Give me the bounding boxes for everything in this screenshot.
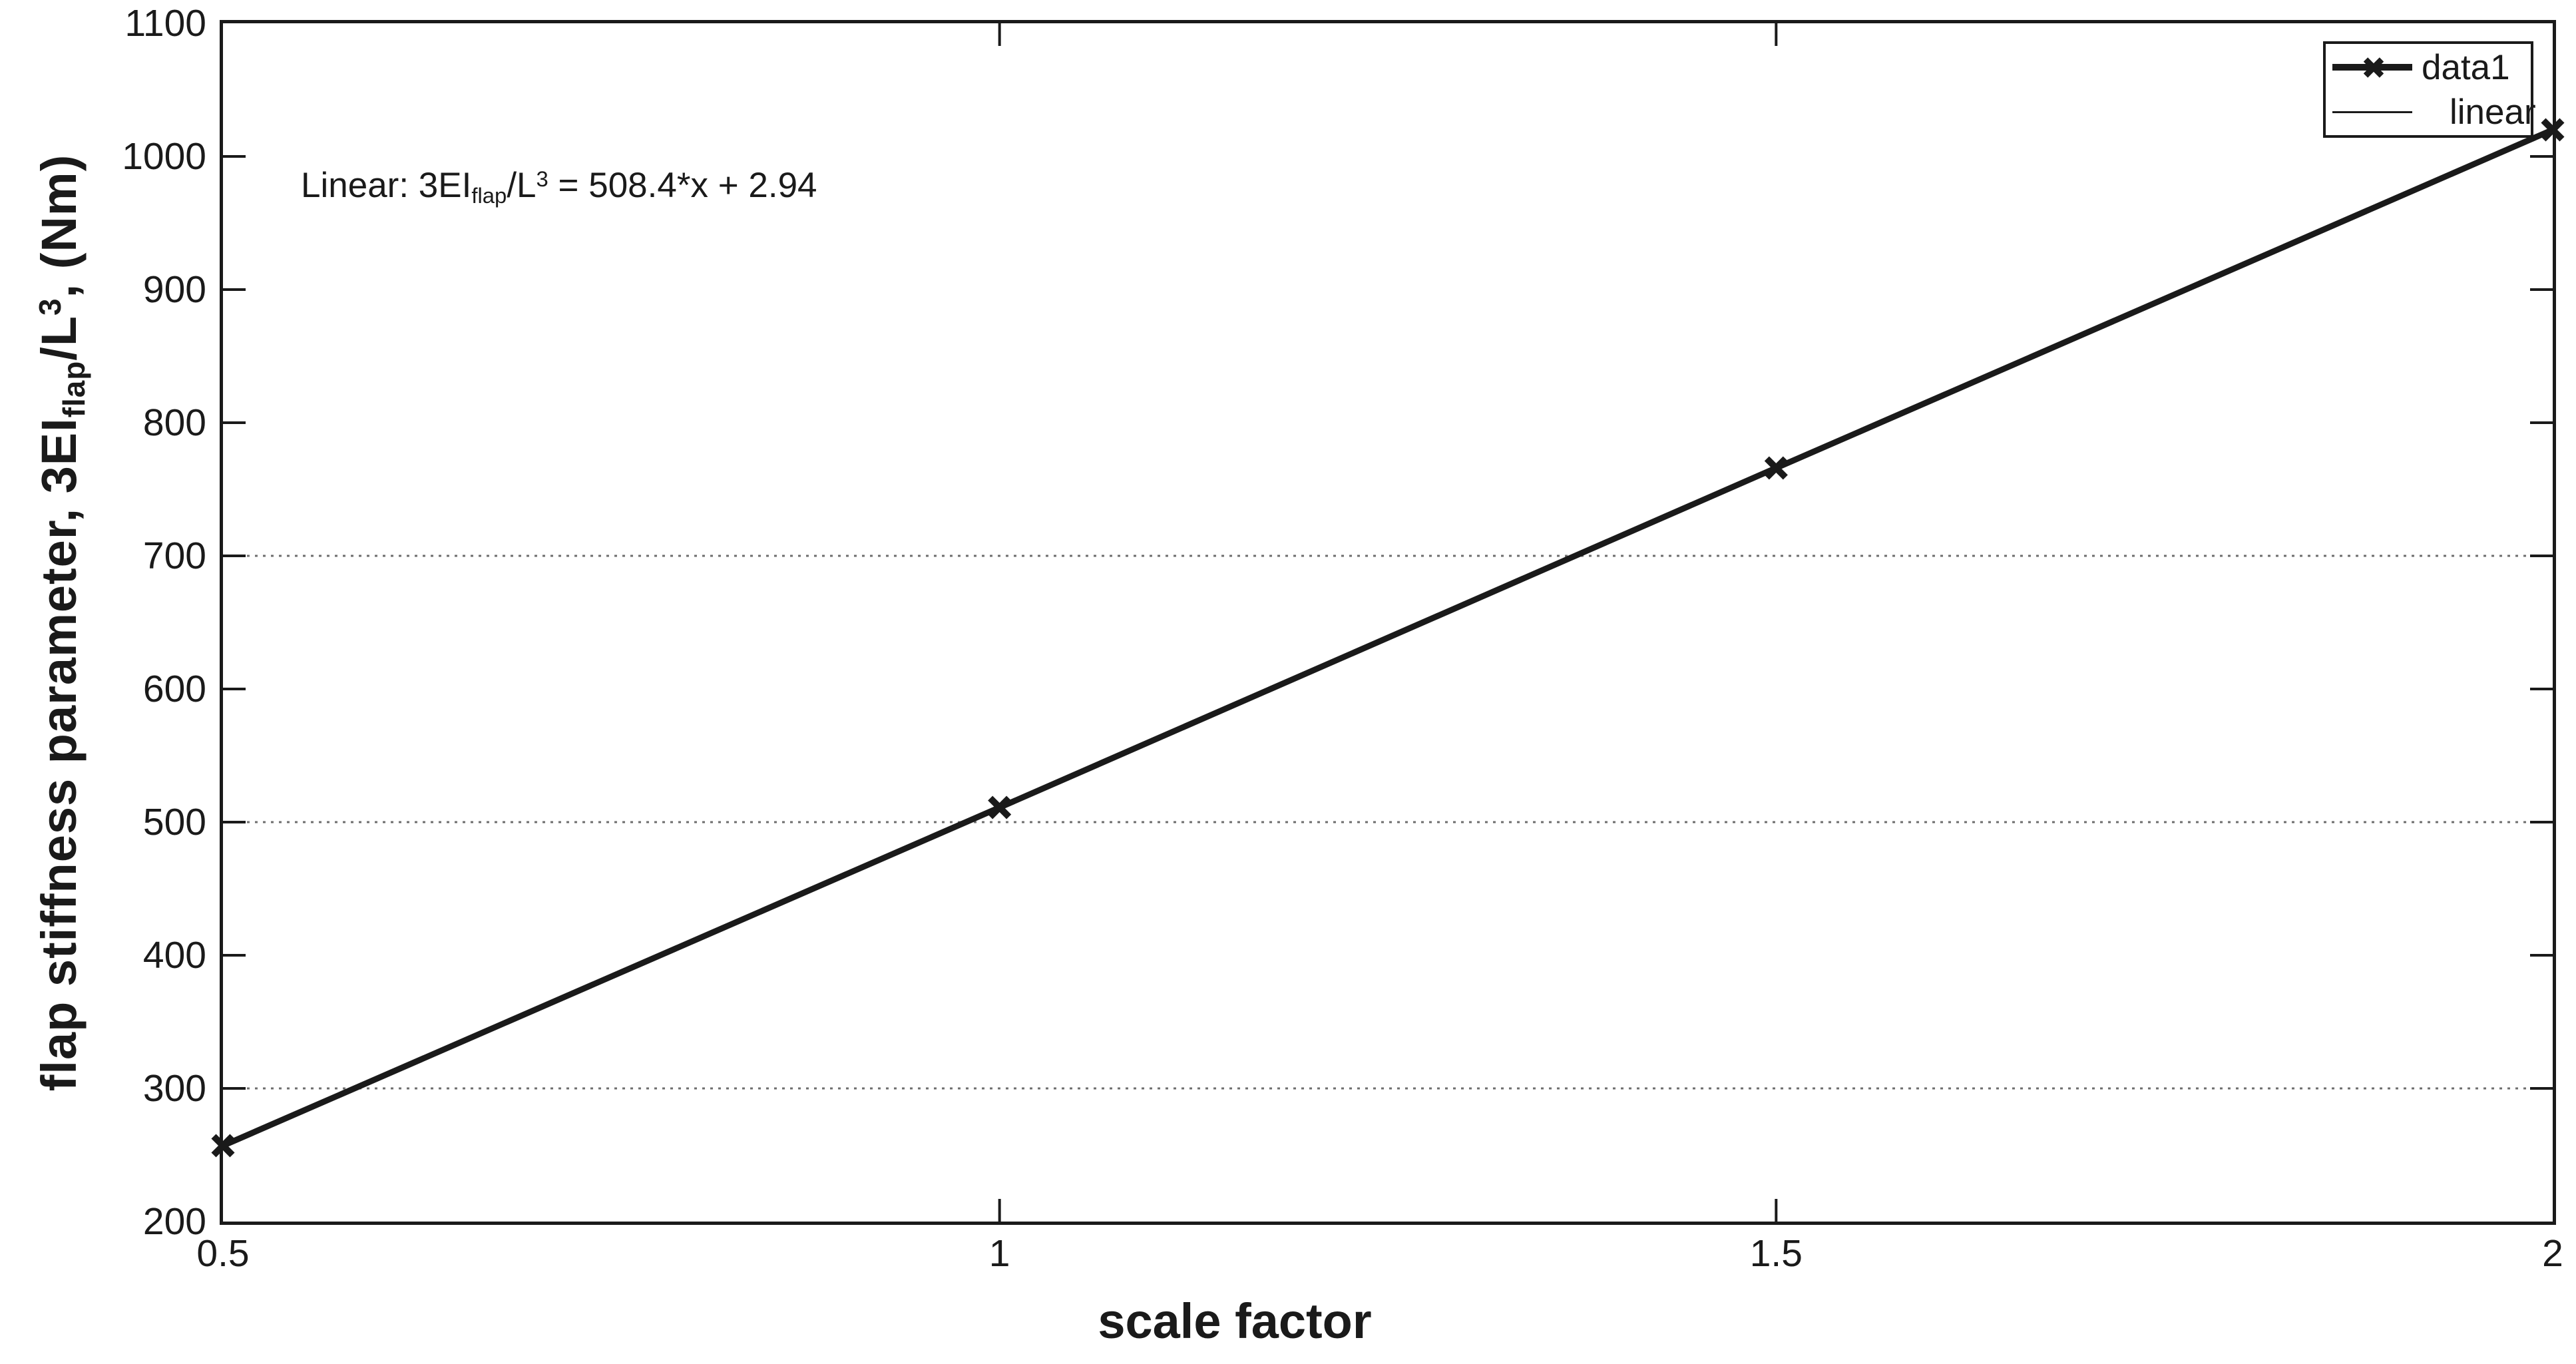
x-tick-label: 2	[2542, 1232, 2563, 1275]
y-tick-label: 200	[142, 1200, 206, 1243]
plot-area[interactable]	[211, 20, 2565, 1225]
y-tick-label: 1100	[124, 2, 206, 45]
x-tick-label: 1	[988, 1232, 1010, 1275]
x-marker	[2541, 118, 2565, 142]
data1-series-line	[222, 126, 2554, 1149]
y-tick-label: 700	[142, 535, 206, 577]
fit-equation-subscript: flap	[471, 183, 507, 208]
linear-line-sample	[2332, 99, 2412, 125]
y-tick-label: 1000	[122, 135, 206, 178]
fit-equation-text-2: /L	[507, 166, 537, 205]
y-tick-label: 300	[142, 1067, 206, 1110]
chart-svg	[211, 23, 2565, 1222]
x-marker	[211, 1134, 235, 1158]
y-tick-label: 900	[142, 268, 206, 311]
y-axis-label-wrap: flap stiffness parameter, 3EIflap/L3, (N…	[3, 23, 116, 1222]
legend-label-linear: linear	[2450, 92, 2536, 132]
x-tick-label: 0.5	[196, 1232, 250, 1275]
y-tick-label: 600	[142, 668, 206, 710]
fit-equation-superscript: 3	[536, 166, 548, 191]
x-marker	[1764, 456, 1788, 480]
legend-entry-data1: data1	[2326, 46, 2531, 89]
fit-equation-text-3: = 508.4*x + 2.94	[548, 166, 817, 205]
fit-equation-text-1: Linear: 3EI	[301, 166, 472, 205]
y-axis-label-text-2: /L	[31, 315, 87, 361]
y-tick-label: 400	[142, 934, 206, 977]
linear-thin-line-icon	[2332, 111, 2412, 113]
legend-label-data1: data1	[2422, 47, 2510, 87]
y-axis-label-text-1: flap stiffness parameter, 3EI	[31, 417, 87, 1091]
x-tick-label: 1.5	[1749, 1232, 1803, 1275]
y-tick-label: 500	[142, 801, 206, 843]
y-tick-label: 800	[142, 401, 206, 444]
legend-box[interactable]: data1 linear	[2323, 41, 2536, 138]
x-marker	[988, 796, 1012, 819]
legend-entry-linear: linear	[2326, 91, 2536, 133]
data1-line-sample	[2332, 54, 2412, 81]
x-axis-label: scale factor	[1098, 1293, 1372, 1349]
fit-equation-annotation: Linear: 3EIflap/L3 = 508.4*x + 2.94	[301, 165, 817, 208]
